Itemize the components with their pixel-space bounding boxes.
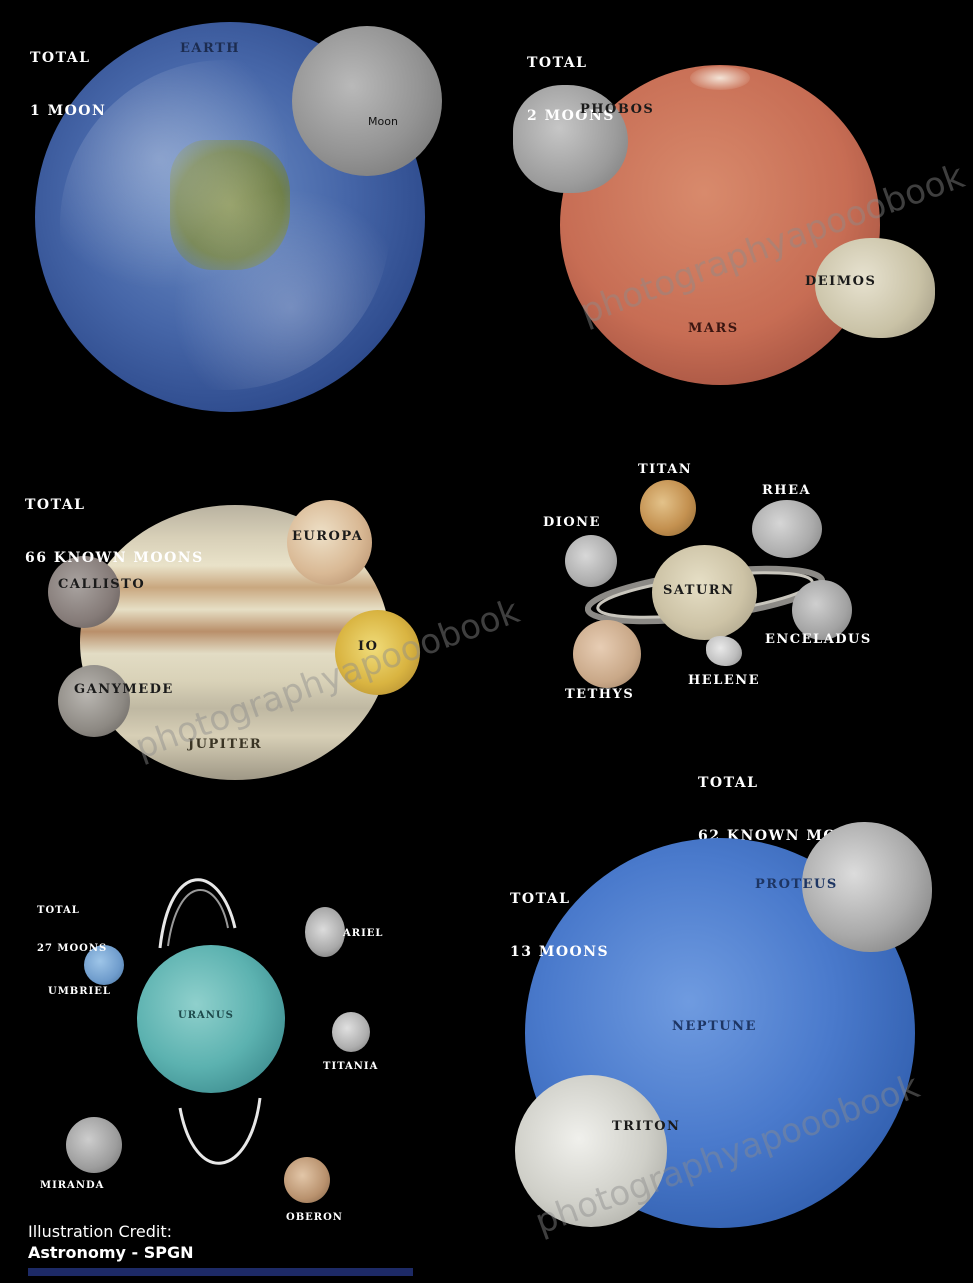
ganymede-label: GANYMEDE <box>74 682 174 697</box>
ganymede-moon <box>58 665 130 737</box>
uranus-total-line1: TOTAL <box>37 905 80 916</box>
deimos-label: DEIMOS <box>805 274 877 289</box>
oberon-moon <box>284 1157 330 1203</box>
titania-moon <box>332 1012 370 1052</box>
uranus-total-line2: 27 MOONS <box>37 942 108 954</box>
tethys-label: TETHYS <box>565 687 635 702</box>
miranda-moon <box>66 1117 122 1173</box>
saturn-total-line1: TOTAL <box>698 775 759 791</box>
uranus-total-label: TOTAL 27 MOONS <box>37 880 107 980</box>
earth-label: EARTH <box>180 41 241 56</box>
deimos-moon <box>815 238 935 338</box>
jupiter-total-line1: TOTAL <box>25 497 86 513</box>
mars-total-label: TOTAL 2 MOONS <box>527 20 615 160</box>
titania-label: TITANIA <box>323 1061 379 1072</box>
uranus-ring-bottom <box>178 1097 262 1165</box>
mars-polar-cap <box>690 66 750 90</box>
rhea-label: RHEA <box>762 483 812 498</box>
callisto-label: CALLISTO <box>58 577 146 592</box>
proteus-moon <box>802 822 932 952</box>
uranus-rings <box>158 878 262 1165</box>
oberon-label: OBERON <box>286 1212 343 1223</box>
ariel-label: ARIEL <box>343 928 384 939</box>
earth-total-line1: TOTAL <box>30 50 91 66</box>
saturn-planet <box>652 545 757 640</box>
neptune-total-line2: 13 MOONS <box>510 943 610 960</box>
uranus-ring-top <box>158 878 237 949</box>
jupiter-label: JUPITER <box>188 737 263 752</box>
io-label: IO <box>358 639 379 654</box>
uranus-label: URANUS <box>178 1010 234 1021</box>
neptune-total-label: TOTAL 13 MOONS <box>510 856 609 996</box>
moon <box>292 26 442 176</box>
rhea-moon <box>752 500 822 558</box>
proteus-label: PROTEUS <box>755 877 838 892</box>
triton-moon <box>515 1075 667 1227</box>
dione-moon <box>565 535 617 587</box>
umbriel-label: UMBRIEL <box>48 986 111 997</box>
helene-label: HELENE <box>688 673 761 688</box>
titan-moon <box>640 480 696 536</box>
phobos-label: PHOBOS <box>580 102 655 117</box>
saturn-label: SATURN <box>663 583 735 598</box>
io-moon <box>335 610 420 695</box>
callisto-moon <box>48 556 120 628</box>
credit-line1: Illustration Credit: <box>28 1222 172 1241</box>
uranus-planet <box>137 945 285 1093</box>
mars-label: MARS <box>688 321 739 336</box>
titan-label: TITAN <box>638 462 693 477</box>
neptune-label: NEPTUNE <box>672 1019 757 1034</box>
jupiter-total-label: TOTAL 66 KNOWN MOONS <box>25 462 204 602</box>
europa-moon <box>287 500 372 585</box>
moon-label: Moon <box>368 115 398 128</box>
earth-total-label: TOTAL 1 MOON <box>30 15 106 155</box>
europa-label: EUROPA <box>292 529 364 544</box>
tethys-moon <box>573 620 641 688</box>
ariel-moon <box>305 907 345 957</box>
earth-total-line2: 1 MOON <box>30 102 107 119</box>
mars-total-line1: TOTAL <box>527 55 588 71</box>
umbriel-moon <box>84 945 124 985</box>
mars-total-line2: 2 MOONS <box>527 107 615 124</box>
triton-label: TRITON <box>612 1119 681 1134</box>
credit-underline <box>28 1268 413 1276</box>
credit-line2: Astronomy - SPGN <box>28 1242 194 1262</box>
enceladus-moon <box>792 580 852 640</box>
illustration-credit: Illustration Credit: Astronomy - SPGN <box>28 1222 193 1264</box>
neptune-total-line1: TOTAL <box>510 891 571 907</box>
uranus-ring-top-inner <box>167 888 229 947</box>
miranda-label: MIRANDA <box>40 1180 105 1191</box>
phobos-moon <box>513 85 628 193</box>
dione-label: DIONE <box>543 515 601 530</box>
enceladus-label: ENCELADUS <box>765 632 872 647</box>
jupiter-total-line2: 66 KNOWN MOONS <box>25 549 204 566</box>
helene-moon <box>706 636 742 666</box>
earth-continent <box>170 140 290 270</box>
